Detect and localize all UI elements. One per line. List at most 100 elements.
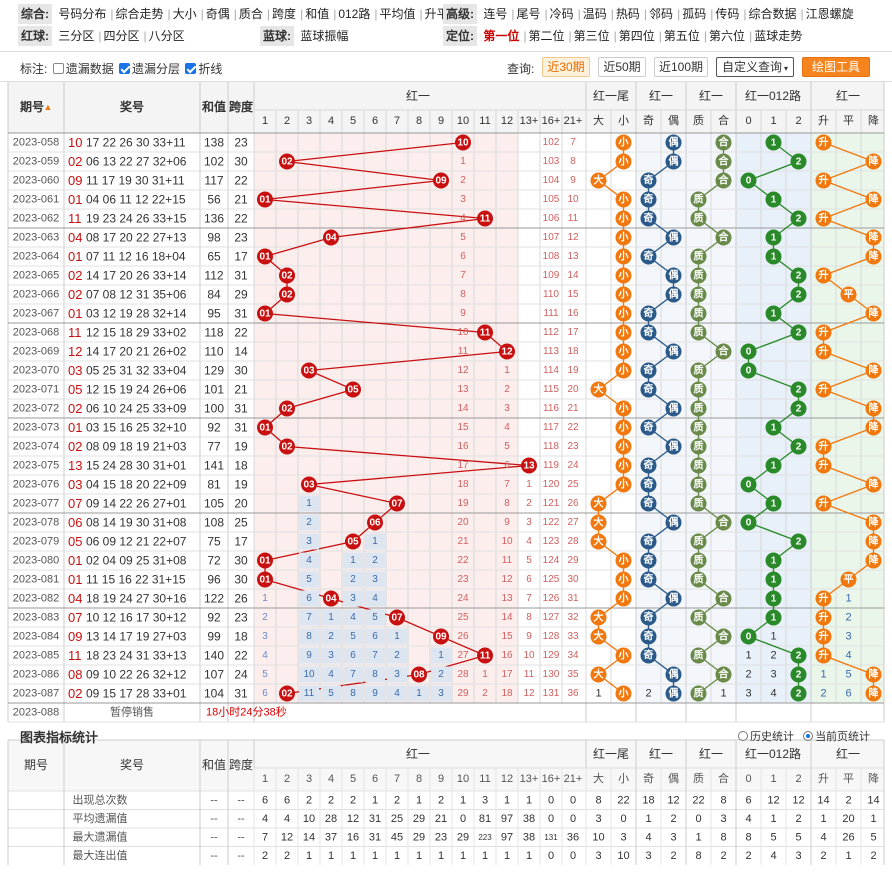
nav-link-row1_items-1[interactable]: 综合走势	[115, 7, 164, 21]
history-stat-radio[interactable]	[738, 731, 748, 741]
nav-link-pos_items-5[interactable]: 第六位	[709, 29, 746, 43]
pc-ball-circle	[715, 134, 732, 151]
trend-ball-circle	[815, 381, 832, 398]
r012-ball: 1	[765, 457, 782, 474]
stats-r012-value: 2	[745, 850, 751, 862]
nav-link-adv_items-3[interactable]: 温码	[582, 7, 607, 21]
missing-value: 20	[567, 384, 579, 395]
recent-100-button[interactable]: 近100期	[654, 57, 708, 77]
stats-tail-value: 3	[620, 831, 626, 843]
nav-link-adv_items-0[interactable]: 连号	[483, 7, 508, 21]
red-ball: 02	[279, 685, 295, 702]
red-ball: 01	[257, 419, 273, 436]
nav-link-adv_items-6[interactable]: 孤码	[682, 7, 707, 21]
stats-value: 1	[526, 850, 532, 862]
missing-data-checkbox[interactable]	[52, 63, 64, 74]
r012-ball-circle	[790, 286, 807, 303]
r012-ball-circle	[790, 267, 807, 284]
red-first-number: 11	[68, 648, 82, 663]
stats-sum-cell: --	[210, 794, 218, 806]
period-cell: 2023-067	[13, 308, 60, 320]
red-ball: 01	[257, 248, 273, 265]
stats-trend-value: 14	[867, 794, 879, 806]
stats-value: 1	[372, 850, 378, 862]
missing-value: 9	[504, 517, 510, 528]
nav-link-adv_items-4[interactable]: 热码	[615, 7, 640, 21]
stats-sub-cols-2: 3	[306, 773, 312, 785]
nav-link-row1_items-0[interactable]: 号码分布	[58, 7, 107, 21]
recent-50-button[interactable]: 近50期	[598, 57, 646, 77]
nav-link-row1_items-4[interactable]: 质合	[238, 7, 263, 21]
nav-separator: |	[677, 7, 681, 21]
nav-link-row1_items-8[interactable]: 平均值	[379, 7, 416, 21]
missing-layer-checkbox[interactable]	[119, 63, 131, 74]
stats-value: 223	[478, 833, 492, 842]
nav-link-pos_items-4[interactable]: 第五位	[663, 29, 700, 43]
pc-ball-label: 质	[694, 364, 704, 377]
tail-ball-label: 小	[618, 440, 629, 453]
red-first-number: 01	[68, 306, 82, 321]
chevron-down-icon: ▾	[784, 64, 789, 73]
red-first-number: 03	[68, 363, 82, 378]
red-ball-label: 01	[259, 556, 271, 567]
span-cell: 21	[234, 193, 248, 207]
tail-ball-circle	[590, 381, 607, 398]
current-page-stat-radio[interactable]	[803, 731, 814, 741]
nav-link-pos_items-1[interactable]: 第二位	[528, 29, 565, 43]
award-numbers: 13 14 17 19 27+03	[86, 630, 187, 644]
nav-link-adv_items-7[interactable]: 传码	[715, 7, 740, 21]
red-first-number: 01	[68, 249, 82, 264]
nav-link-pos_items-6[interactable]: 蓝球走势	[754, 29, 803, 43]
nav-link-adv_items-2[interactable]: 冷码	[549, 7, 574, 21]
missing-value: 11	[458, 346, 469, 357]
missing-value: 21	[457, 536, 469, 547]
subheader-r012_cols-2: 2	[795, 115, 801, 127]
nav-link-pos_items-3[interactable]: 第四位	[618, 29, 655, 43]
missing-value: 1	[372, 536, 378, 547]
nav-link-row2_items-1[interactable]: 四分区	[103, 29, 140, 43]
nav-link-pos_items-0[interactable]: 第一位	[483, 29, 520, 43]
missing-value: 9	[372, 688, 378, 699]
oe-ball: 奇	[640, 191, 657, 208]
missing-layer-cell	[387, 628, 407, 645]
award-numbers: 04 15 18 20 22+09	[86, 478, 187, 492]
missing-value: 1	[350, 555, 356, 566]
recent-30-button[interactable]: 近30期	[542, 57, 590, 77]
missing-value: 3	[328, 650, 334, 661]
red-first-number: 11	[68, 211, 82, 226]
missing-layer-cell	[299, 685, 319, 702]
nav-link-row1_items-5[interactable]: 跨度	[272, 7, 297, 21]
trend-ball: 降	[865, 685, 882, 702]
missing-value: 19	[567, 365, 579, 376]
nav-link-adv_items-8[interactable]: 综合数据	[748, 7, 797, 21]
span-cell: 31	[234, 687, 248, 701]
award-numbers: 03 12 19 28 32+14	[86, 307, 187, 321]
custom-query-dropdown[interactable]: 自定义查询 ▾	[716, 57, 794, 77]
r012-ball-circle	[790, 381, 807, 398]
nav-link-adv_items-9[interactable]: 江恩螺旋	[805, 7, 854, 21]
nav-link-adv_items-5[interactable]: 邻码	[649, 7, 674, 21]
draw-tool-button[interactable]: 绘图工具	[802, 57, 870, 77]
missing-value: 29	[457, 688, 469, 699]
award-header: 奖号	[120, 99, 144, 114]
nav-link-row1_items-2[interactable]: 大小	[172, 7, 197, 21]
nav-link-adv_items-1[interactable]: 尾号	[516, 7, 541, 21]
stats-sub-tail_cols-0: 大	[593, 771, 604, 785]
nav-link-row2_items-2[interactable]: 八分区	[148, 29, 185, 43]
period-cell: 2023-069	[13, 346, 60, 358]
nav-link-blue_items-0[interactable]: 蓝球振幅	[300, 29, 349, 43]
nav-link-row1_items-6[interactable]: 和值	[305, 7, 330, 21]
r012-ball: 1	[765, 552, 782, 569]
oe-ball-circle	[640, 191, 657, 208]
nav-link-row1_items-7[interactable]: 012路	[338, 7, 371, 21]
red-ball-label: 11	[480, 214, 491, 225]
nav-link-row1_items-3[interactable]: 奇偶	[205, 7, 230, 21]
polyline-checkbox[interactable]	[185, 63, 197, 74]
missing-value: 9	[460, 308, 466, 319]
red-ball-circle	[257, 191, 273, 208]
tail-ball-label: 小	[618, 250, 629, 263]
nav-link-pos_items-2[interactable]: 第三位	[573, 29, 610, 43]
stats-value: 10	[303, 813, 315, 825]
nav-link-row2_items-0[interactable]: 三分区	[58, 29, 95, 43]
stats-sub-cols-13: 16+	[542, 773, 561, 785]
